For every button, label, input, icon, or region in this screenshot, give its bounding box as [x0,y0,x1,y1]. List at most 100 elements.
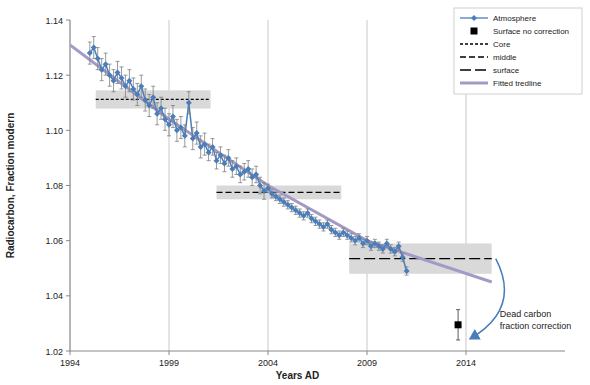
error-bar-cap [290,211,294,212]
diamond-marker [115,69,121,75]
x-tick [367,351,368,355]
error-bar-cap [116,83,120,84]
error-bar [167,114,171,136]
annotation-text: Dead carbon [500,309,552,319]
error-bar-cap [381,244,385,245]
error-bar [127,70,131,92]
error-bar-cap [203,133,207,134]
diamond-marker [182,133,188,139]
error-bar [135,83,139,105]
diamond-marker [150,94,156,100]
error-bar-cap [282,197,286,198]
error-bar-cap [191,149,195,150]
error-bar-cap [278,203,282,204]
error-bar-cap [151,86,155,87]
error-bar-cap [183,146,187,147]
diamond-marker [107,72,113,78]
y-tick [66,185,70,186]
diamond-marker [95,56,101,62]
x-tick [268,351,269,355]
error-bar-cap [155,102,159,103]
error-bar [155,103,159,125]
error-bar-cap [139,75,143,76]
error-bar-cap [187,113,191,114]
error-bar [108,64,112,86]
error-bar [246,161,250,178]
diamond-marker [217,152,223,158]
error-bar-cap [226,166,230,167]
error-bar-cap [321,231,325,232]
error-bar-cap [325,219,329,220]
error-bar-cap [397,250,401,251]
error-bar [199,136,203,158]
error-bar-cap [167,113,171,114]
error-bar-cap [266,192,270,193]
error-bar-cap [135,83,139,84]
diamond-marker [142,97,148,103]
x-grid-line [70,20,71,351]
error-bar-cap [337,239,341,240]
error-bar [171,106,175,128]
y-tick-label: 1.06 [45,236,63,246]
error-bar [92,37,96,59]
error-bar-cap [286,200,290,201]
error-bar [100,59,104,81]
error-bar [151,86,155,108]
error-bar-cap [187,91,191,92]
x-grid-line [367,20,368,351]
error-bar-cap [183,124,187,125]
error-bar-cap [266,184,270,185]
error-bar-cap [373,247,377,248]
diamond-marker [190,136,196,142]
error-bar [143,89,147,111]
error-bar-cap [218,146,222,147]
error-bar-cap [175,119,179,120]
error-bar-cap [401,261,405,262]
error-bar-cap [127,91,131,92]
legend-swatch [471,15,477,21]
error-bar [254,166,258,183]
legend-swatch [460,56,488,57]
error-bar-cap [112,69,116,70]
error-bar-cap [349,233,353,234]
error-bar-cap [385,239,389,240]
error-bar-cap [100,80,104,81]
error-bar-cap [254,166,258,167]
diamond-marker [400,254,406,260]
chart: 199419992004200920141.021.041.061.081.10… [0,0,590,385]
error-bar-cap [405,275,409,276]
legend-label: Surface no correction [493,27,569,36]
diamond-marker [253,171,259,177]
error-bar-cap [393,255,397,256]
error-bar-cap [88,64,92,65]
error-bar-cap [234,157,238,158]
diamond-marker [210,144,216,150]
error-bar-cap [238,182,242,183]
y-axis-title: Radiocarbon, Fraction modern [5,113,16,259]
error-bar [397,242,401,250]
error-bar-cap [262,182,266,183]
error-bar-cap [337,231,341,232]
error-bar-cap [215,168,219,169]
error-bar-cap [131,99,135,100]
y-tick [66,351,70,352]
error-bar [405,267,409,275]
x-tick [70,351,71,355]
plot-area [70,37,492,340]
error-bar-cap [135,105,139,106]
error-bar-cap [405,266,409,267]
error-bar-cap [385,247,389,248]
error-bar-cap [92,36,96,37]
diamond-marker [225,155,231,161]
error-bar-cap [179,138,183,139]
error-bar-cap [159,97,163,98]
diamond-marker [233,163,239,169]
error-bar-cap [357,233,361,234]
y-tick [66,130,70,131]
error-bar [238,166,242,183]
error-bar-cap [211,155,215,156]
error-bar-cap [123,97,127,98]
error-bar-cap [353,244,357,245]
diamond-marker [214,158,220,164]
error-bar [250,169,254,186]
